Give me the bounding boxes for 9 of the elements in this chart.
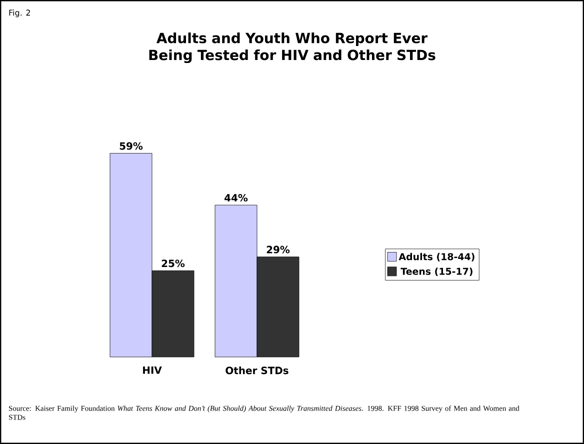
legend-label: Adults (18-44) [398,252,474,262]
chart-title: Adults and Youth Who Report Ever Being Tested for HIV and Other STDs [149,32,436,64]
x-tick-label: Other STDs [226,366,288,374]
legend-label: Teens (15-17) [400,268,472,276]
data-label: 44% [224,194,248,202]
data-label: 25% [162,260,185,268]
data-label: 29% [266,246,290,254]
data-label: 59% [120,142,143,150]
x-tick-label: HIV [143,366,162,374]
